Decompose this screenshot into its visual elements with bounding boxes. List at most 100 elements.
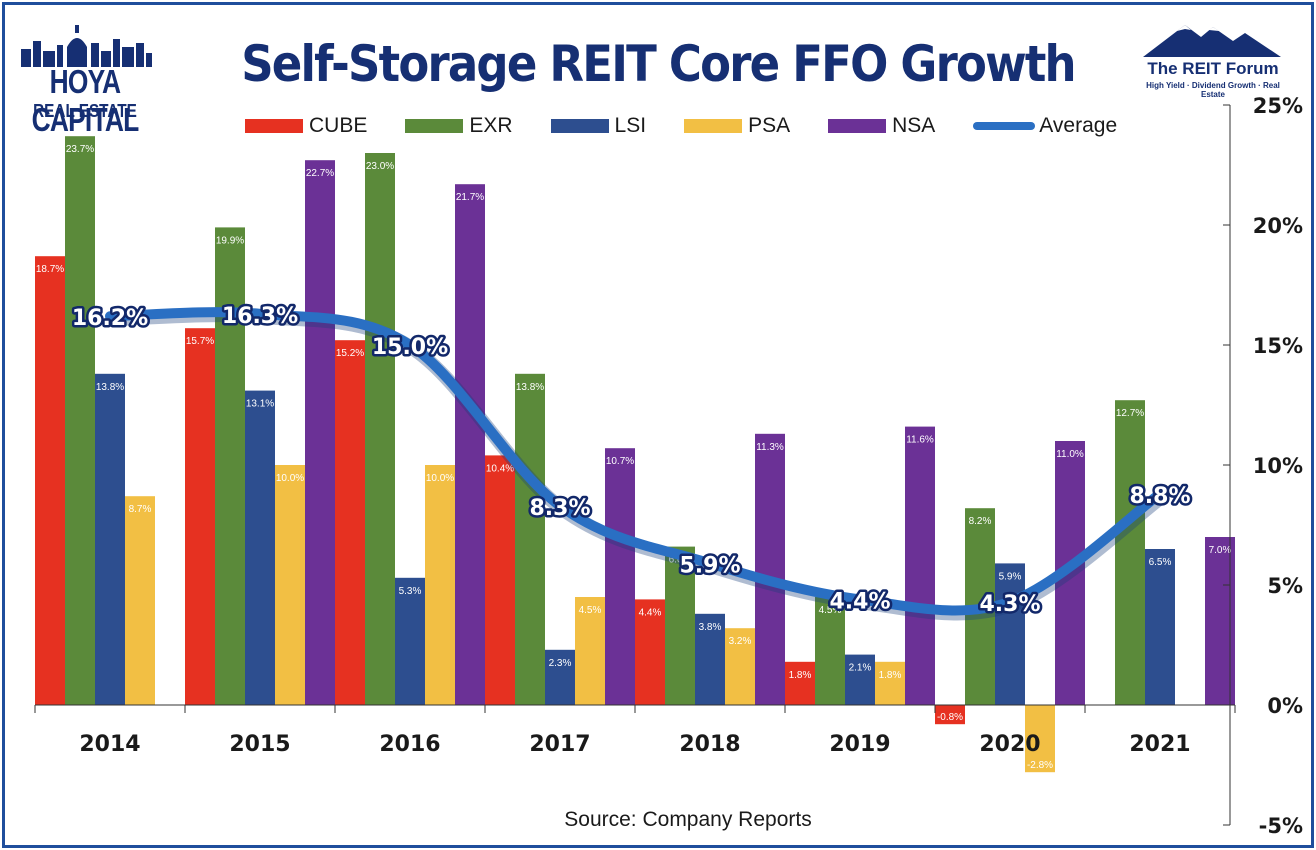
bar-lsi-2020 xyxy=(995,563,1025,705)
logo-right-name: The REIT Forum xyxy=(1147,59,1279,78)
data-label-exr-2020: 8.2% xyxy=(969,516,992,527)
logo-left-name: HOYA CAPITAL xyxy=(31,63,140,138)
legend-item-cube: CUBE xyxy=(245,114,367,138)
bar-nsa-2017 xyxy=(605,448,635,705)
average-label-2014: 16.2% xyxy=(72,306,148,331)
data-label-nsa-2014: 0.0% xyxy=(159,713,182,724)
data-label-lsi-2018: 3.8% xyxy=(699,622,722,633)
data-label-psa-2017: 4.5% xyxy=(579,605,602,616)
data-label-cube-2014: 18.7% xyxy=(36,264,64,275)
bar-cube-2014 xyxy=(35,256,65,705)
data-label-lsi-2021: 6.5% xyxy=(1149,557,1172,568)
data-label-lsi-2019: 2.1% xyxy=(849,663,872,674)
bar-psa-2020 xyxy=(1025,705,1055,773)
average-label-2021: 8.8% xyxy=(1129,484,1190,509)
bar-psa-2018 xyxy=(725,628,755,705)
legend-label-average: Average xyxy=(1039,114,1118,137)
bar-cube-2016 xyxy=(335,340,365,705)
legend-label-nsa: NSA xyxy=(892,114,936,137)
data-label-psa-2016: 10.0% xyxy=(426,473,454,484)
legend-item-average: Average xyxy=(973,114,1117,138)
x-tick-label-2017: 2017 xyxy=(529,732,590,757)
bar-nsa-2018 xyxy=(755,433,785,705)
legend-item-lsi: LSI xyxy=(550,114,647,138)
bar-lsi-2014 xyxy=(95,373,125,705)
legend-swatch-nsa xyxy=(828,119,887,133)
bar-nsa-2019 xyxy=(905,426,935,705)
bar-cube-2019 xyxy=(785,661,815,705)
data-label-exr-2017: 13.8% xyxy=(516,382,544,393)
y-tick-label: 5% xyxy=(1267,574,1303,598)
data-label-lsi-2016: 5.3% xyxy=(399,586,422,597)
data-label-nsa-2015: 22.7% xyxy=(306,168,334,179)
skyline-icon xyxy=(21,25,152,67)
x-tick-label-2021: 2021 xyxy=(1129,732,1190,757)
bar-exr-2017 xyxy=(515,373,545,705)
bar-exr-2014 xyxy=(65,136,95,705)
legend-label-lsi: LSI xyxy=(614,114,647,137)
data-label-psa-2019: 1.8% xyxy=(879,670,902,681)
y-tick-label: 20% xyxy=(1253,214,1303,238)
legend-item-nsa: NSA xyxy=(828,114,935,138)
chart-title: Self-Storage REIT Core FFO Growth xyxy=(241,35,1076,93)
bar-lsi-2021 xyxy=(1145,549,1175,705)
bar-nsa-2015 xyxy=(305,160,335,705)
average-label-2019: 4.4% xyxy=(829,589,890,614)
legend-label-psa: PSA xyxy=(748,114,791,137)
legend-line-average xyxy=(973,122,1036,130)
legend-swatch-cube xyxy=(245,119,303,133)
legend-item-psa: PSA xyxy=(684,114,790,138)
bar-psa-2017 xyxy=(575,597,605,705)
data-label-cube-2020: -0.8% xyxy=(937,712,963,723)
mountain-icon xyxy=(1143,25,1281,57)
bar-exr-2018 xyxy=(665,546,695,705)
data-label-exr-2014: 23.7% xyxy=(66,144,94,155)
data-label-nsa-2019: 11.6% xyxy=(906,435,934,446)
x-tick-label-2020: 2020 xyxy=(979,732,1040,757)
y-tick-label: 0% xyxy=(1267,694,1303,718)
data-label-cube-2017: 10.4% xyxy=(486,463,514,474)
bar-exr-2021 xyxy=(1115,400,1145,705)
legend-label-cube: CUBE xyxy=(309,114,368,137)
hoya-capital-logo: HOYA CAPITAL REAL ESTATE xyxy=(15,23,155,138)
data-label-nsa-2016: 21.7% xyxy=(456,192,484,203)
legend-item-exr: EXR xyxy=(405,114,513,138)
average-label-2016: 15.0% xyxy=(372,335,448,360)
bar-exr-2016 xyxy=(365,153,395,705)
bar-psa-2016 xyxy=(425,465,455,705)
bar-psa-2014 xyxy=(125,496,155,705)
data-label-nsa-2017: 10.7% xyxy=(606,456,634,467)
data-label-psa-2020: -2.8% xyxy=(1027,760,1053,771)
legend-swatch-psa xyxy=(684,119,743,133)
bar-exr-2019 xyxy=(815,597,845,705)
y-tick-label: 10% xyxy=(1253,454,1303,478)
data-label-cube-2018: 4.4% xyxy=(639,607,662,618)
legend-label-exr: EXR xyxy=(469,114,513,137)
bar-lsi-2019 xyxy=(845,654,875,705)
x-tick-label-2016: 2016 xyxy=(379,732,440,757)
chart-legend: CUBE EXR LSI PSA NSA Average xyxy=(245,111,1155,141)
x-tick-label-2018: 2018 xyxy=(679,732,740,757)
x-tick-label-2014: 2014 xyxy=(79,732,140,757)
data-label-cube-2019: 1.8% xyxy=(789,670,812,681)
legend-swatch-exr xyxy=(405,119,464,133)
y-tick-label: 15% xyxy=(1253,334,1303,358)
data-label-exr-2015: 19.9% xyxy=(216,235,244,246)
average-line xyxy=(105,307,1165,616)
bar-psa-2015 xyxy=(275,465,305,705)
data-label-nsa-2021: 7.0% xyxy=(1209,545,1232,556)
data-label-lsi-2014: 13.8% xyxy=(96,382,124,393)
average-label-2015: 16.3% xyxy=(222,304,298,329)
chart-canvas: 18.7% 15.7% 15.2% 10.4% 4.4% 1.8% -0.8% 23.7% 19… xyxy=(34,94,1303,838)
data-label-exr-2021: 12.7% xyxy=(1116,408,1144,419)
bar-lsi-2018 xyxy=(695,613,725,705)
average-label-2017: 8.3% xyxy=(529,496,590,521)
data-label-lsi-2015: 13.1% xyxy=(246,399,274,410)
bar-lsi-2016 xyxy=(395,577,425,705)
logo-right-tagline: High Yield · Dividend Growth · Real Esta… xyxy=(1146,81,1280,99)
bar-cube-2020 xyxy=(935,705,965,725)
data-label-lsi-2017: 2.3% xyxy=(549,658,572,669)
data-label-cube-2016: 15.2% xyxy=(336,348,364,359)
data-label-nsa-2018: 11.3% xyxy=(756,442,784,453)
data-label-cube-2015: 15.7% xyxy=(186,336,214,347)
